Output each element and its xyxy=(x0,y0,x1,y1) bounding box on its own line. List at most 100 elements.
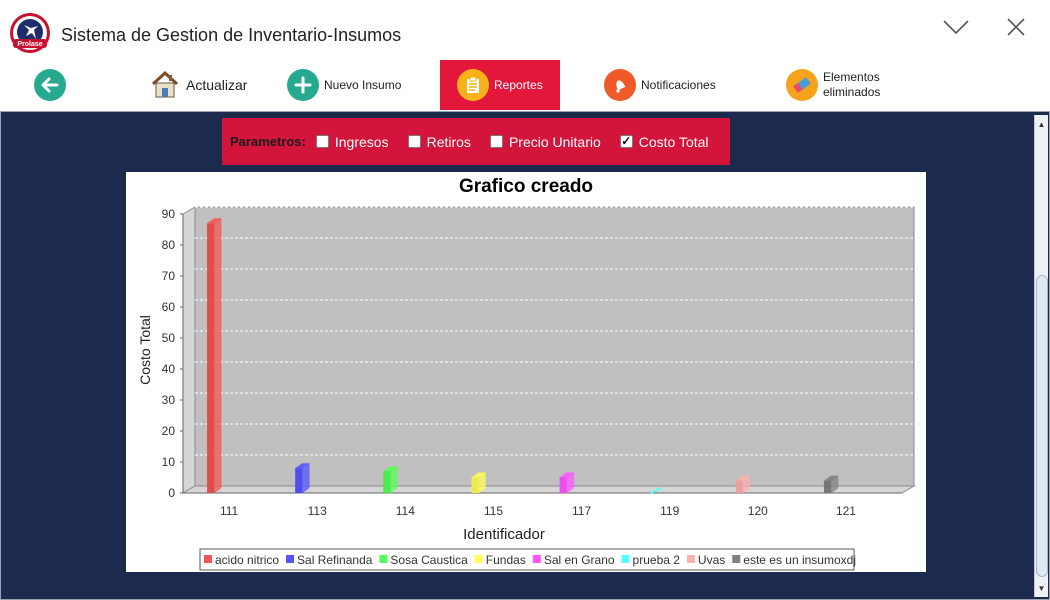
eraser-icon xyxy=(786,69,818,101)
x-tick-label: 121 xyxy=(836,504,856,518)
checkbox-costo-total[interactable]: ✓ Costo Total xyxy=(619,133,709,150)
x-tick-label: 115 xyxy=(484,504,503,518)
checkbox-box[interactable] xyxy=(407,135,421,148)
legend-swatch xyxy=(732,555,741,563)
legend-swatch xyxy=(686,555,695,563)
legend-label: prueba 2 xyxy=(633,553,681,567)
checkbox-precio-unitario[interactable]: Precio Unitario xyxy=(489,133,601,150)
bar-top xyxy=(735,475,750,481)
minimize-button[interactable] xyxy=(941,12,971,42)
bar-shade xyxy=(207,223,215,494)
chevron-down-icon xyxy=(943,20,969,35)
close-icon xyxy=(1007,18,1025,36)
notifications-button[interactable]: Notificaciones xyxy=(604,60,729,110)
bar-zero xyxy=(650,487,663,494)
legend-label: este es un insumoxdj xyxy=(743,553,856,567)
bar-top xyxy=(823,475,838,481)
refresh-label: Actualizar xyxy=(186,76,248,93)
bar xyxy=(207,217,222,494)
parameters-label: Parametros: xyxy=(230,134,306,149)
title-bar: Prolase Sistema de Gestion de Inventario… xyxy=(0,0,1050,58)
reports-label: Reportes xyxy=(494,77,543,92)
bar-side xyxy=(301,462,310,494)
plot-background xyxy=(194,206,915,487)
legend-swatch xyxy=(621,555,630,563)
x-axis-label: Identificador xyxy=(463,526,545,543)
y-tick-label: 30 xyxy=(162,393,176,407)
bar-top xyxy=(559,472,574,478)
bar xyxy=(735,475,751,494)
bar xyxy=(383,465,398,494)
y-tick-label: 40 xyxy=(162,362,176,376)
close-button[interactable] xyxy=(1001,12,1031,42)
y-tick-label: 80 xyxy=(162,238,176,252)
bar xyxy=(471,472,486,494)
y-tick-label: 70 xyxy=(162,269,176,283)
bar-top xyxy=(207,218,222,224)
checkbox-retiros[interactable]: Retiros xyxy=(407,133,471,150)
bar-front xyxy=(735,480,743,493)
bar-front xyxy=(383,471,391,493)
parameters-bar: Parametros: Ingresos Retiros Precio Unit… xyxy=(222,118,730,165)
y-tick-label: 50 xyxy=(162,331,176,345)
x-tick-label: 113 xyxy=(308,504,327,518)
plot-area: 0 10 20 30 40 50 60 70 80 90 111 113 114 115 117 119 120… xyxy=(162,206,916,518)
scroll-down-arrow-icon[interactable]: ▼ xyxy=(1037,583,1046,593)
logo-text: Prolase xyxy=(17,41,42,48)
x-tick-label: 117 xyxy=(572,504,591,518)
chart-panel: Grafico creado 0 10 20 30 40 50 60 70 80 90 111 113… xyxy=(126,172,926,572)
bar xyxy=(559,472,574,494)
legend-swatch xyxy=(286,555,295,563)
checkbox-label: Precio Unitario xyxy=(508,133,601,150)
bar-shade xyxy=(295,468,303,493)
back-button[interactable] xyxy=(34,60,68,110)
vertical-scrollbar[interactable]: ▲ ▼ xyxy=(1034,115,1048,597)
legend-label: Sal en Grano xyxy=(544,553,615,567)
new-supply-label: Nuevo Insumo xyxy=(324,77,402,92)
plus-icon xyxy=(287,69,319,101)
checkbox-label: Costo Total xyxy=(638,133,709,150)
plot-floor xyxy=(181,485,916,494)
toolbar: Actualizar Nuevo Insumo Reportes xyxy=(0,60,1050,110)
clipboard-icon xyxy=(457,69,489,101)
bar-front xyxy=(207,223,215,494)
bar-top xyxy=(295,463,310,469)
checkbox-box[interactable]: ✓ xyxy=(619,134,633,148)
checkbox-label: Ingresos xyxy=(334,133,389,150)
legend-label: Fundas xyxy=(486,553,526,567)
deleted-items-button[interactable]: Elementos eliminados xyxy=(786,60,906,110)
scroll-up-arrow-icon[interactable]: ▲ xyxy=(1037,119,1046,129)
y-tick-label: 10 xyxy=(162,455,176,469)
scroll-thumb[interactable] xyxy=(1036,275,1048,577)
legend-label: Sal Refinanda xyxy=(297,553,373,567)
bar-front xyxy=(295,468,303,493)
bar-front xyxy=(559,477,567,493)
checkbox-label: Retiros xyxy=(426,133,471,150)
reports-tab[interactable]: Reportes xyxy=(440,60,560,110)
bar-side xyxy=(742,475,751,494)
house-icon xyxy=(149,69,181,101)
legend-swatch xyxy=(474,555,483,563)
bell-icon xyxy=(604,69,636,101)
bar-side xyxy=(566,472,574,494)
refresh-button[interactable]: Actualizar xyxy=(149,60,259,110)
deleted-items-label: Elementos eliminados xyxy=(823,70,881,99)
y-tick-label: 60 xyxy=(162,300,176,314)
checkbox-box[interactable] xyxy=(315,135,329,148)
bar xyxy=(823,475,839,494)
x-tick-label: 114 xyxy=(396,504,415,518)
x-tick-label: 119 xyxy=(660,504,679,518)
legend-items: acido nitrico Sal Refinanda Sosa Caustica F… xyxy=(204,553,856,567)
new-supply-button[interactable]: Nuevo Insumo xyxy=(287,60,412,110)
bar-shade xyxy=(383,471,391,493)
checkbox-ingresos[interactable]: Ingresos xyxy=(315,133,389,150)
window-title: Sistema de Gestion de Inventario-Insumos xyxy=(61,25,402,45)
legend-swatch xyxy=(204,555,212,563)
notifications-label: Notificaciones xyxy=(641,77,716,92)
checkbox-box[interactable] xyxy=(489,135,503,148)
bar-shade xyxy=(559,477,567,493)
bar xyxy=(295,462,310,494)
bar-top xyxy=(383,466,398,472)
legend-swatch xyxy=(379,555,388,563)
